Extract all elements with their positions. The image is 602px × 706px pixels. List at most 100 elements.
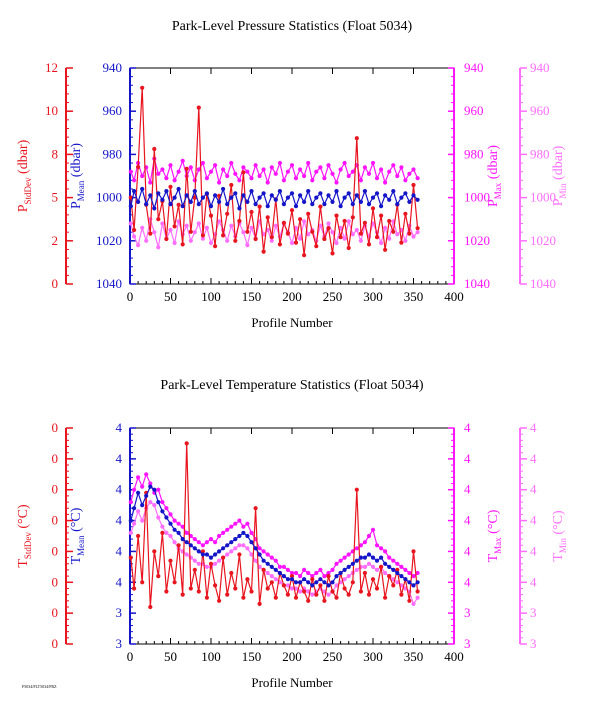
max-point (257, 546, 262, 551)
min-tick-label: 4 (530, 451, 537, 466)
x-tick-label: 300 (363, 649, 383, 664)
max-point (160, 167, 165, 172)
max-point (293, 570, 299, 576)
max-point (229, 524, 234, 529)
stddev-point (196, 105, 201, 110)
mean-point (152, 487, 157, 492)
max-point (383, 549, 388, 554)
max-point (310, 574, 315, 579)
stddev-point (148, 231, 153, 236)
mean-point (395, 202, 400, 207)
mean-point (411, 583, 416, 588)
mean-point (168, 521, 173, 526)
max-point (370, 527, 376, 532)
mean-tick-label: 1040 (96, 276, 122, 291)
mean-point (233, 537, 238, 542)
mean-point (358, 199, 363, 204)
mean-point (269, 193, 274, 198)
min-point (334, 583, 339, 588)
max-point (156, 171, 161, 176)
stddev-point (168, 558, 173, 563)
min-point (383, 570, 388, 576)
stddev-axis-label: TStdDev (°C) (16, 504, 33, 568)
stddev-point (411, 549, 416, 554)
min-point (326, 592, 331, 597)
min-point (269, 574, 274, 579)
min-point (415, 595, 420, 600)
mean-point (204, 552, 209, 557)
min-point (217, 558, 222, 563)
x-tick-label: 300 (363, 289, 383, 304)
min-point (354, 227, 359, 233)
min-point (245, 243, 250, 248)
mean-point (144, 493, 149, 498)
mean-point (395, 570, 400, 576)
mean-point (383, 193, 388, 198)
stddev-point (387, 574, 392, 579)
min-point (245, 546, 250, 551)
mean-point (346, 191, 351, 196)
max-point (245, 169, 250, 174)
min-point (140, 518, 145, 523)
max-tick-label: 4 (464, 451, 471, 466)
stddev-point (233, 586, 238, 591)
stddev-point (132, 586, 137, 591)
mean-tick-label: 3 (116, 605, 123, 620)
stddev-point (314, 244, 319, 249)
stddev-point (225, 592, 230, 597)
stddev-point (391, 229, 396, 234)
mean-point (233, 191, 238, 196)
stddev-point (188, 586, 193, 591)
min-axis-label-sub: Min (558, 183, 568, 199)
stddev-point (362, 570, 367, 576)
stddev-tick-label: 12 (45, 60, 58, 75)
mean-point (415, 580, 420, 585)
max-point (342, 160, 347, 166)
max-point (374, 176, 380, 181)
stddev-point (289, 574, 295, 579)
stddev-point (407, 598, 412, 603)
min-point (172, 540, 177, 545)
max-tick-label: 980 (464, 146, 484, 161)
mean-point (180, 537, 185, 542)
max-point (148, 481, 153, 486)
min-point (156, 515, 161, 520)
mean-point (265, 561, 270, 566)
mean-point (318, 191, 323, 196)
min-point (366, 561, 372, 566)
mean-point (334, 574, 339, 579)
mean-point (253, 546, 258, 551)
min-point (298, 236, 303, 241)
stddev-point (229, 570, 234, 576)
max-point (200, 160, 205, 166)
pressure-chart: Park-Level Pressure Statistics (Float 50… (16, 19, 568, 330)
min-tick-label: 4 (530, 482, 537, 497)
min-axis-label: TMin (°C) (551, 510, 568, 562)
max-point (346, 173, 351, 179)
x-tick-label: 200 (282, 649, 302, 664)
mean-point (213, 552, 218, 557)
stddev-point (289, 208, 295, 213)
stddev-point (184, 441, 189, 446)
stddev-point (306, 598, 311, 603)
max-point (208, 169, 214, 174)
min-point (334, 240, 339, 246)
max-point (391, 558, 396, 563)
min-point (196, 221, 201, 226)
x-axis-label: Profile Number (251, 675, 333, 690)
mean-point (249, 189, 254, 194)
min-point (306, 232, 311, 237)
min-point (411, 601, 416, 607)
mean-point (330, 580, 335, 585)
max-point (136, 475, 141, 480)
x-tick-label: 200 (282, 289, 302, 304)
max-point (362, 165, 367, 170)
stddev-point (273, 595, 278, 600)
stddev-point (156, 574, 161, 579)
min-point (188, 238, 193, 243)
mean-point (374, 191, 380, 196)
max-point (342, 555, 347, 560)
mean-point (273, 197, 278, 202)
mean-point (362, 555, 367, 560)
mean-point (188, 199, 193, 204)
